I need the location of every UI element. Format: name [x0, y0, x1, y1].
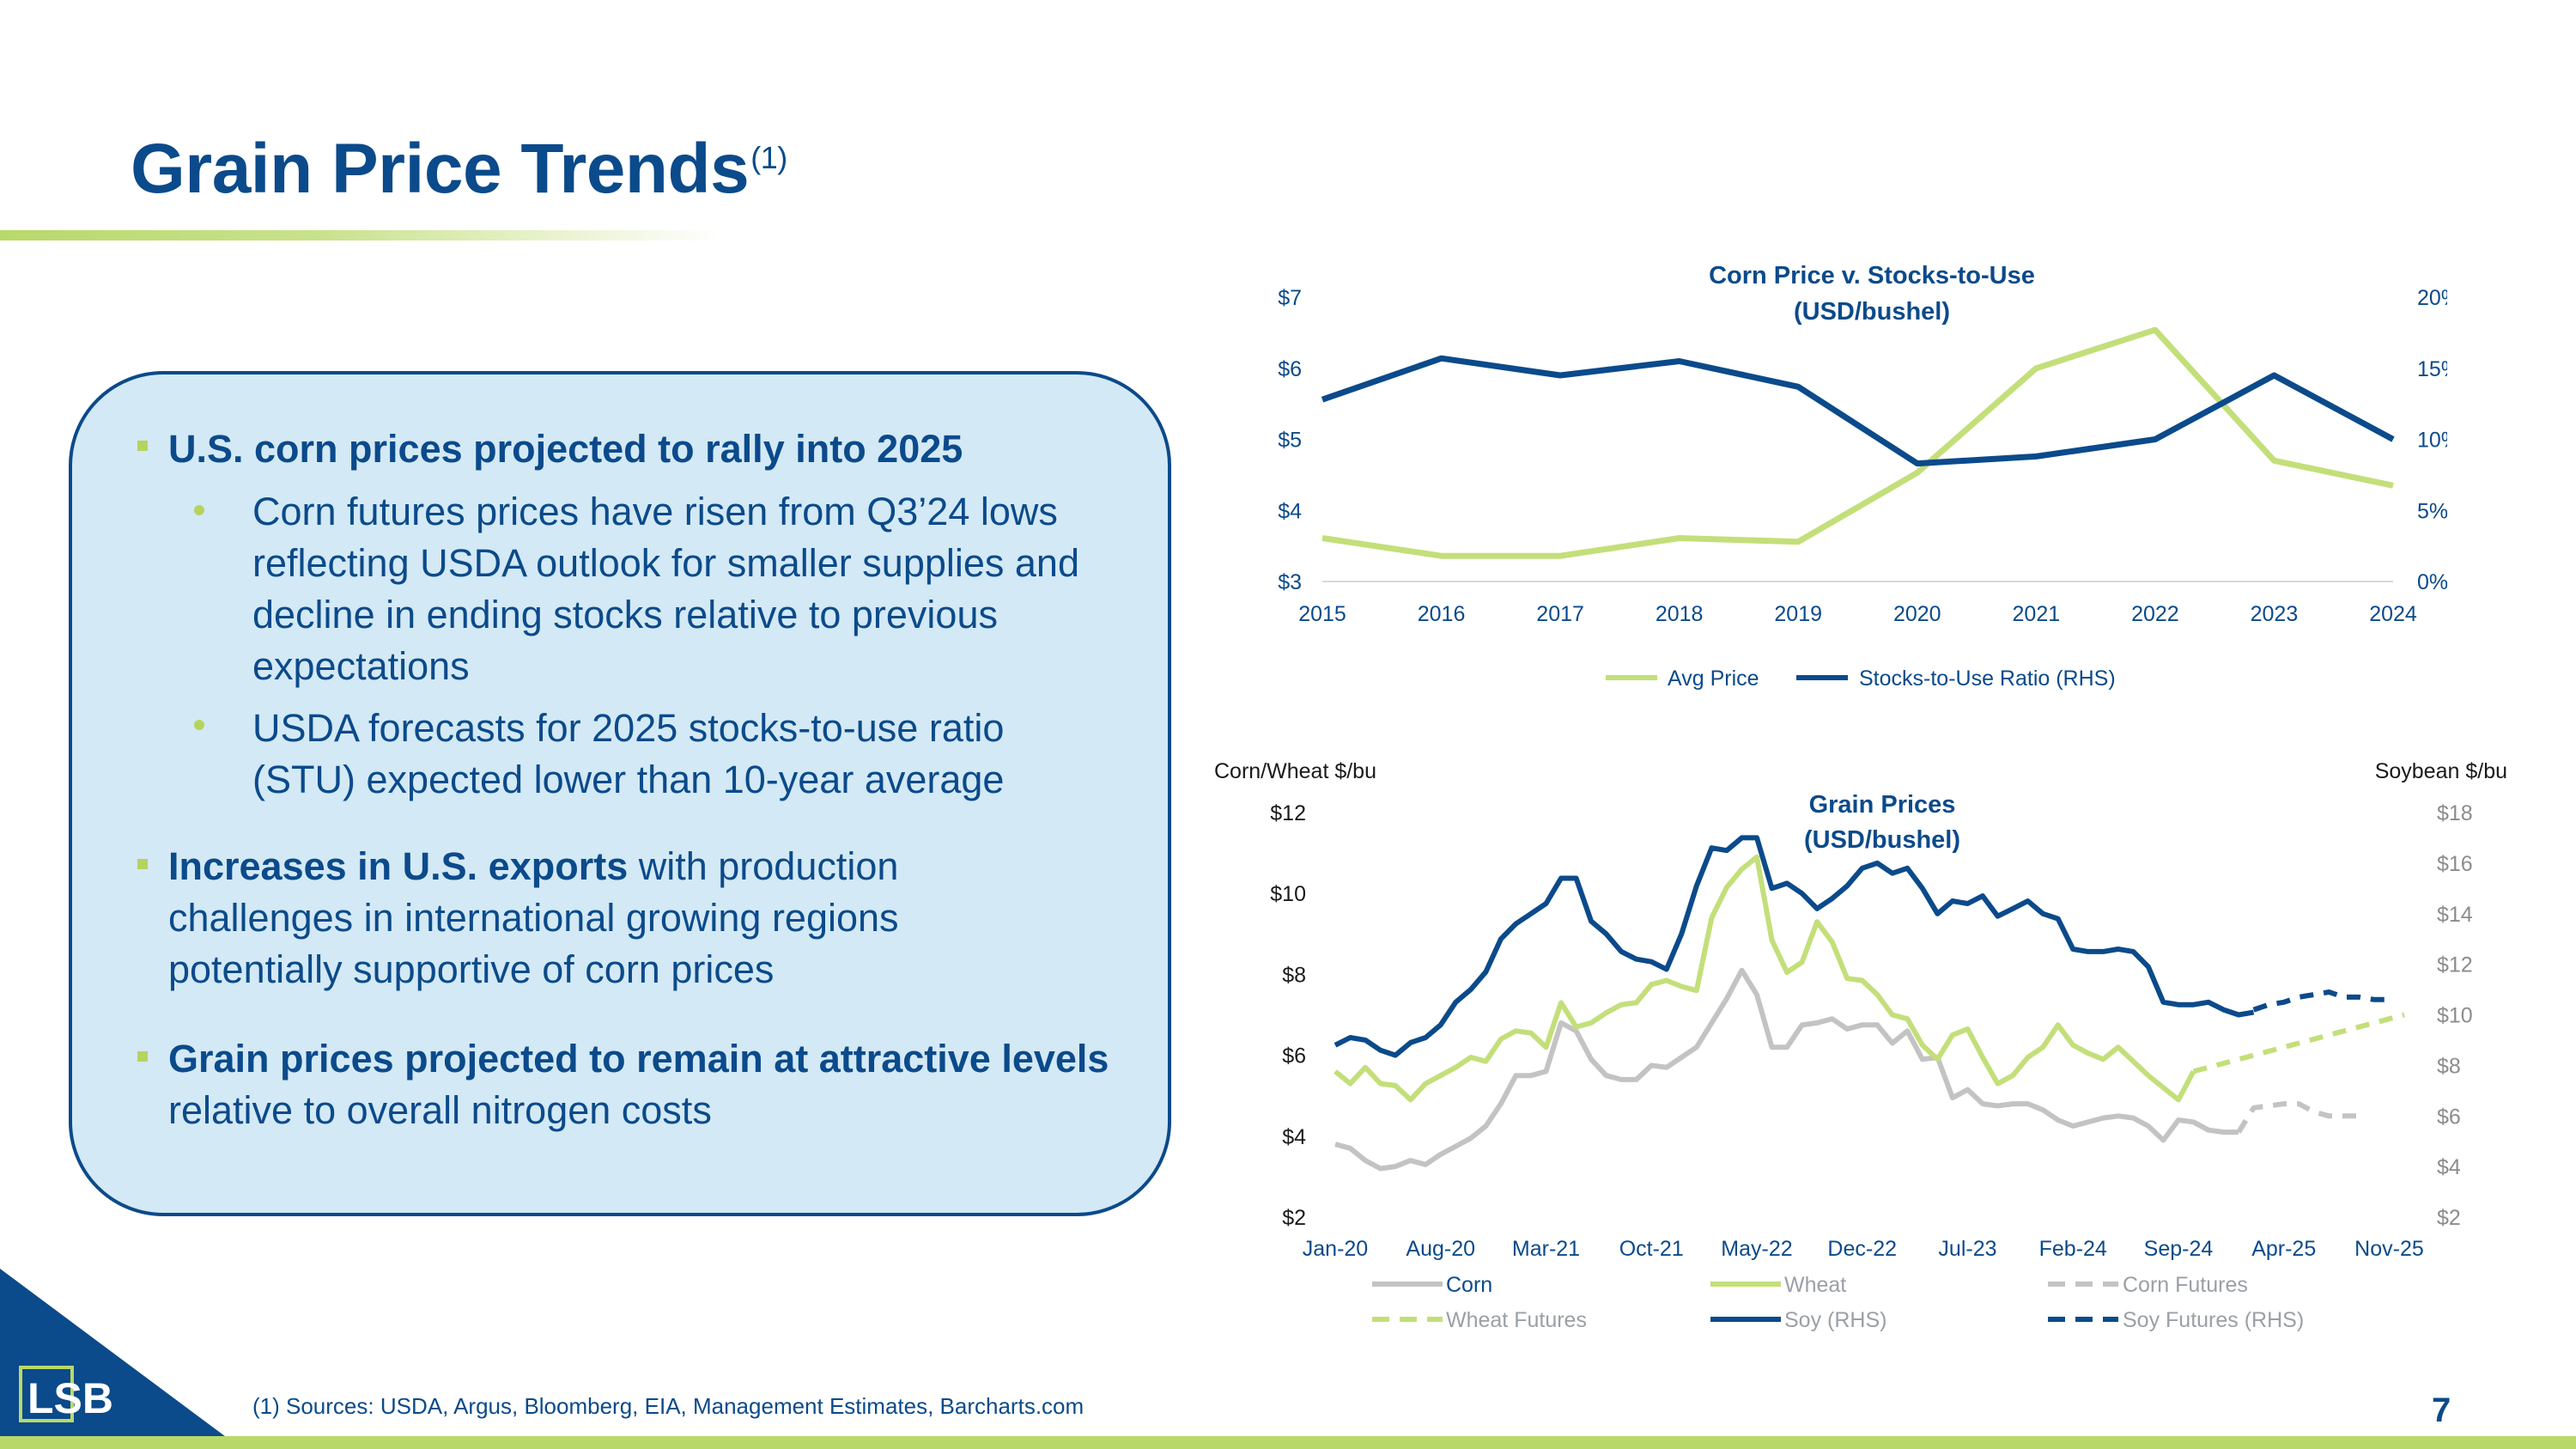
chart1-x-tick-2023: 2023	[2251, 602, 2299, 626]
bullet-marker-1	[137, 441, 148, 451]
bullet-3-rest: relative to overall nitrogen costs	[168, 1088, 712, 1132]
legend-label-soy-futures: Soy Futures (RHS)	[2123, 1308, 2304, 1332]
legend-label-corn: Corn	[1446, 1273, 1492, 1297]
legend-label-wheat-futures: Wheat Futures	[1446, 1308, 1587, 1332]
bullet-2-bold: Increases in U.S. exports	[168, 844, 629, 888]
chart2-left-tick-10: $10	[1270, 882, 1306, 906]
chart2-x-tick-jan-20: Jan-20	[1303, 1237, 1368, 1261]
legend-label-soy: Soy (RHS)	[1784, 1308, 1886, 1332]
chart2-title-line1: Grain Prices	[1809, 791, 1956, 819]
chart1-right-tick-5: 5%	[2417, 499, 2447, 523]
chart2-right-tick-4: $4	[2437, 1155, 2461, 1179]
chart1-right-tick-15: 15%	[2417, 357, 2447, 381]
chart1-x-tick-2021: 2021	[2013, 602, 2061, 626]
legend-label-stu-ratio: Stocks-to-Use Ratio (RHS)	[1859, 667, 2116, 691]
chart1-left-tick-7: $7	[1278, 286, 1302, 310]
chart2-x-tick-oct-21: Oct-21	[1619, 1237, 1684, 1261]
chart2-x-tick-aug-20: Aug-20	[1406, 1237, 1475, 1261]
chart2-left-tick-2: $2	[1282, 1206, 1306, 1230]
chart1-left-tick-6: $6	[1278, 357, 1302, 381]
chart2-series-wheat-futures	[2192, 1012, 2405, 1075]
chart2-left-tick-8: $8	[1282, 963, 1306, 987]
key-points-callout	[69, 371, 1171, 1216]
chart1-right-tick-10: 10%	[2417, 429, 2447, 453]
chart2-series-soy-futures-rhs	[2252, 989, 2390, 1013]
bullet-2-rest: with production challenges in internatio…	[168, 844, 899, 991]
legend-label-wheat: Wheat	[1784, 1273, 1846, 1297]
chart2-right-tick-14: $14	[2437, 903, 2473, 927]
logo-triangle	[0, 1269, 242, 1449]
sub-bullet-marker-1	[194, 505, 204, 515]
chart2-right-tick-16: $16	[2437, 852, 2473, 876]
chart2-right-tick-8: $8	[2437, 1054, 2461, 1078]
bullet-1: U.S. corn prices projected to rally into…	[168, 427, 963, 471]
chart1-x-tick-2019: 2019	[1774, 602, 1822, 626]
chart1-x-tick-2017: 2017	[1536, 602, 1584, 626]
chart1-left-tick-5: $5	[1278, 429, 1302, 453]
chart2-left-tick-12: $12	[1270, 801, 1306, 825]
chart2-right-tick-12: $12	[2437, 953, 2473, 977]
grain-prices-chart: Corn/Wheat $/bu Soybean $/bu Grain Price…	[1214, 759, 2507, 1332]
logo-frame	[19, 1366, 74, 1422]
legend-label-avg-price: Avg Price	[1668, 667, 1759, 691]
chart2-x-tick-jul-23: Jul-23	[1938, 1237, 1996, 1261]
chart2-right-tick-6: $6	[2437, 1105, 2461, 1129]
legend-label-corn-futures: Corn Futures	[2123, 1273, 2248, 1297]
chart2-legend: Corn Wheat Corn Futures Wheat Futures So…	[1372, 1273, 2304, 1332]
page-number: 7	[2432, 1391, 2451, 1429]
chart1-title-line1: Corn Price v. Stocks-to-Use	[1709, 262, 2035, 289]
page-title-text: Grain Price Trends	[131, 130, 750, 208]
chart2-x-tick-feb-24: Feb-24	[2039, 1237, 2107, 1261]
chart2-x-tick-apr-25: Apr-25	[2251, 1237, 2316, 1261]
chart1-x-tick-2024: 2024	[2369, 602, 2417, 626]
chart2-series-soy-rhs	[1334, 835, 2255, 1058]
title-underline	[0, 230, 721, 240]
page-title: Grain Price Trends(1)	[131, 129, 787, 210]
corner-logo-area: LSB	[0, 1269, 242, 1449]
chart2-x-tick-mar-21: Mar-21	[1512, 1237, 1580, 1261]
chart1-x-tick-2015: 2015	[1298, 602, 1346, 626]
chart2-left-tick-6: $6	[1282, 1044, 1306, 1068]
chart2-x-tick-nov-25: Nov-25	[2354, 1237, 2424, 1261]
bullet-3: Grain prices projected to remain at attr…	[168, 1033, 1121, 1136]
bullet-marker-2	[137, 859, 148, 869]
chart2-left-tick-4: $4	[1282, 1125, 1306, 1149]
chart2-title-line2: (USD/bushel)	[1804, 826, 1960, 854]
chart1-series-avg-price	[1321, 326, 2394, 559]
chart2-right-tick-18: $18	[2437, 801, 2473, 825]
corn-price-vs-stu-chart: Corn Price v. Stocks-to-Use (USD/bushel)…	[1278, 262, 2447, 691]
bottom-accent-bar	[0, 1436, 2576, 1449]
bullet-2: Increases in U.S. exports with productio…	[168, 841, 1027, 995]
chart2-x-tick-may-22: May-22	[1721, 1237, 1792, 1261]
logo-text: LSB	[27, 1374, 113, 1422]
sources-footnote: (1) Sources: USDA, Argus, Bloomberg, EIA…	[252, 1393, 1084, 1419]
bullet-marker-3	[137, 1051, 148, 1062]
sub-bullet-1: Corn futures prices have risen from Q3’2…	[252, 490, 1079, 688]
chart2-series-wheat	[1334, 854, 2196, 1103]
chart1-right-tick-0: 0%	[2417, 570, 2447, 594]
chart1-right-tick-20: 20%	[2417, 286, 2447, 310]
chart2-series-corn-futures	[2236, 1101, 2360, 1134]
chart2-right-tick-2: $2	[2437, 1206, 2461, 1230]
chart1-left-tick-4: $4	[1278, 499, 1302, 523]
bullet-3-bold: Grain prices projected to remain at attr…	[168, 1037, 1109, 1081]
sub-bullet-2: USDA forecasts for 2025 stocks-to-use ra…	[252, 706, 1005, 801]
chart2-right-axis-label: Soybean $/bu	[2375, 759, 2507, 783]
chart1-title-line2: (USD/bushel)	[1794, 298, 1950, 326]
chart2-right-tick-10: $10	[2437, 1004, 2473, 1028]
chart1-x-tick-2018: 2018	[1656, 602, 1704, 626]
sub-bullet-marker-2	[194, 720, 204, 730]
chart2-x-tick-sep-24: Sep-24	[2144, 1237, 2214, 1261]
chart1-left-tick-3: $3	[1278, 570, 1302, 594]
chart2-left-axis-label: Corn/Wheat $/bu	[1214, 759, 1376, 783]
chart2-series-corn	[1334, 967, 2239, 1172]
chart1-legend: Avg Price Stocks-to-Use Ratio (RHS)	[1606, 667, 2116, 691]
chart1-x-tick-2016: 2016	[1418, 602, 1466, 626]
chart2-x-tick-dec-22: Dec-22	[1827, 1237, 1897, 1261]
chart1-x-tick-2020: 2020	[1893, 602, 1941, 626]
chart1-series-stocks-to-use-ratio-rhs	[1321, 355, 2395, 467]
title-footnote-marker: (1)	[750, 140, 787, 175]
chart1-x-tick-2022: 2022	[2131, 602, 2179, 626]
